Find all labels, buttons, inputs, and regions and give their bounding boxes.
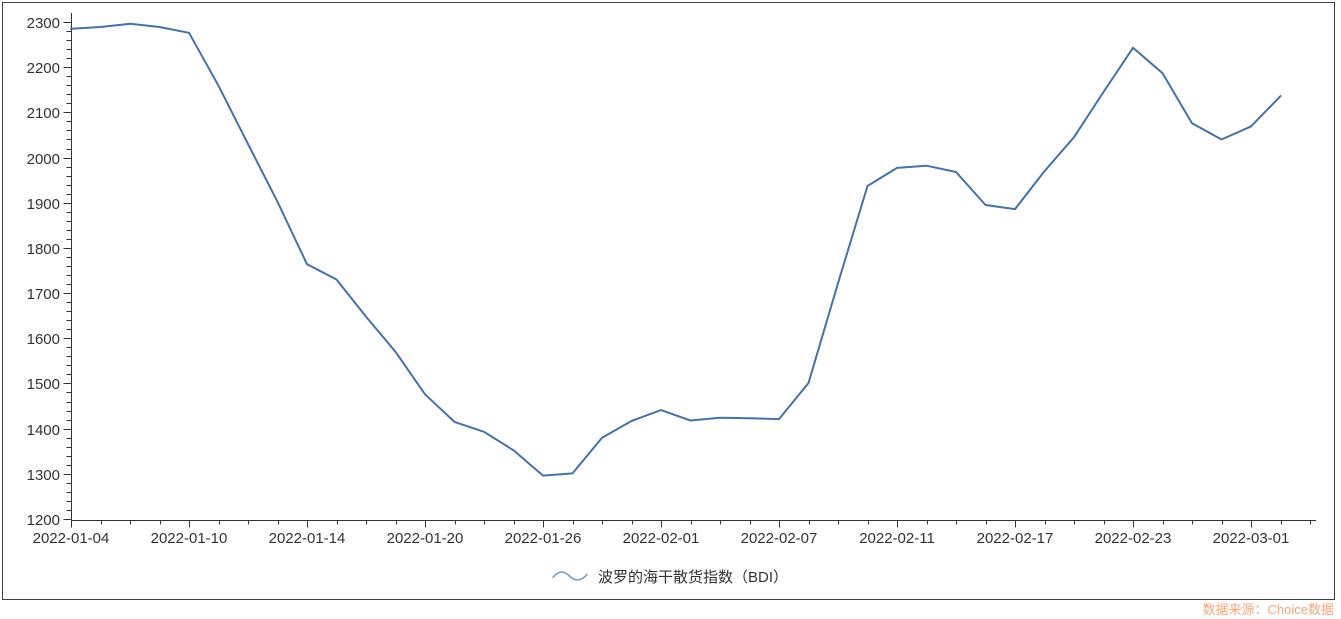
x-axis-label: 2022-01-14	[269, 530, 346, 547]
x-axis-label: 2022-02-07	[741, 530, 818, 547]
x-axis-label: 2022-02-23	[1095, 530, 1172, 547]
y-axis-label: 1500	[27, 376, 60, 393]
y-axis-label: 1800	[27, 241, 60, 258]
x-axis-label: 2022-02-01	[623, 530, 700, 547]
x-axis-label: 2022-01-20	[387, 530, 464, 547]
y-axis-label: 2000	[27, 151, 60, 168]
y-axis-label: 1700	[27, 286, 60, 303]
y-axis-label: 1900	[27, 196, 60, 213]
y-axis-label: 1400	[27, 422, 60, 439]
y-axis-label: 1300	[27, 467, 60, 484]
bdi-series-line	[70, 22, 1282, 477]
chart-legend: 波罗的海干散货指数（BDI）	[3, 562, 1336, 590]
x-axis-label: 2022-02-11	[859, 530, 935, 547]
y-axis-label: 1200	[27, 512, 60, 529]
y-axis-label: 2100	[27, 105, 60, 122]
data-source-note: 数据来源：Choice数据	[1202, 602, 1334, 617]
chart-frame	[2, 2, 1335, 600]
legend-label: 波罗的海干散货指数（BDI）	[597, 568, 788, 586]
y-axis: 1200 1300 1400 1500 1600 1700 1800 1900 2000 2100…	[27, 13, 72, 529]
legend-item-bdi[interactable]: 波罗的海干散货指数（BDI）	[551, 566, 788, 587]
y-axis-label: 2200	[27, 60, 60, 77]
x-axis: 2022-01-04 2022-01-10 2022-01-14 2022-01-20…	[33, 520, 1316, 547]
x-axis-label: 2022-02-17	[977, 530, 1054, 547]
x-axis-label: 2022-03-01	[1213, 530, 1290, 547]
x-axis-label: 2022-01-10	[151, 530, 228, 547]
x-axis-label: 2022-01-04	[33, 530, 110, 547]
y-axis-label: 2300	[27, 15, 60, 32]
y-axis-label: 1600	[27, 331, 60, 348]
x-axis-label: 2022-01-26	[505, 530, 582, 547]
line-series-wave-icon	[552, 571, 588, 581]
